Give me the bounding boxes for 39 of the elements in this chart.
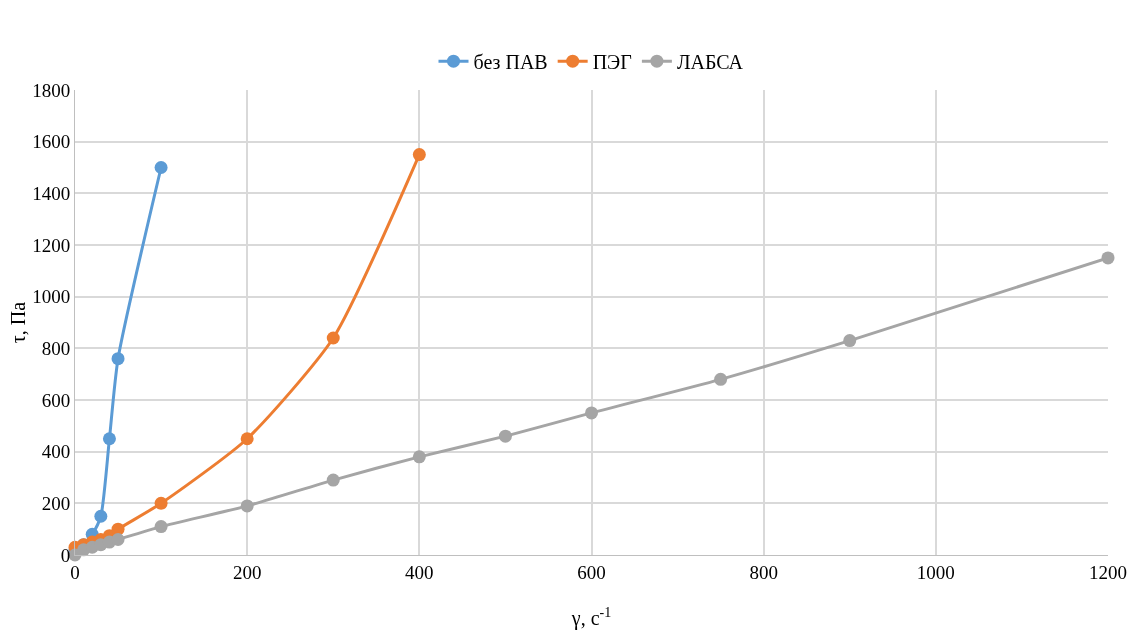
y-tick-label: 400	[41, 441, 71, 463]
x-tick-label: 1200	[1089, 561, 1127, 583]
point	[412, 450, 426, 464]
y-axis-title: τ, Па	[7, 301, 29, 344]
point	[94, 509, 108, 523]
x-tick-label: 1000	[916, 561, 955, 583]
y-tick-label: 200	[41, 492, 71, 514]
x-tick-label: 200	[232, 561, 262, 583]
y-tick-label: 1400	[32, 182, 71, 204]
point	[412, 148, 426, 162]
point	[1101, 251, 1115, 265]
y-tick-label: 0	[60, 544, 71, 566]
legend-label: ЛАБСА	[676, 51, 744, 73]
y-tick-label: 1800	[32, 79, 71, 101]
x-tick-label: 600	[577, 561, 606, 583]
legend-label: ПЭГ	[592, 51, 632, 73]
legend-label: без ПАВ	[473, 51, 548, 73]
point	[102, 432, 116, 446]
y-tick-label: 1600	[32, 131, 71, 153]
x-tick-label: 400	[405, 561, 434, 583]
point	[714, 372, 728, 386]
y-tick-label: 1000	[32, 286, 71, 308]
point	[498, 429, 512, 443]
point	[240, 499, 254, 513]
y-tick-label: 1200	[32, 234, 71, 256]
y-tick-label: 600	[41, 389, 71, 411]
point	[154, 161, 168, 174]
point	[111, 533, 125, 546]
x-tick-label: 800	[749, 561, 778, 583]
point	[111, 352, 125, 366]
point	[154, 496, 168, 510]
x-axis-title: γ, с$^{-1}$	[570, 604, 612, 630]
point	[240, 432, 254, 446]
y-tick-label: 800	[41, 337, 71, 359]
point	[843, 334, 857, 348]
point	[326, 331, 340, 345]
point	[585, 406, 598, 420]
point	[154, 520, 168, 534]
point	[326, 473, 340, 487]
